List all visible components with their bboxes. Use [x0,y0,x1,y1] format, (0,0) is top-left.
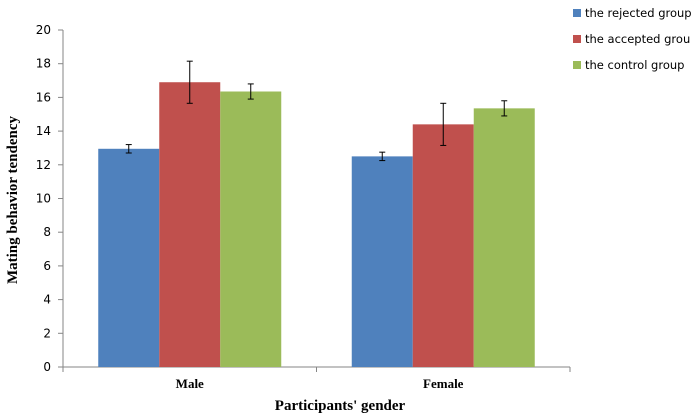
y-tick-label: 14 [36,124,51,138]
bar [473,108,535,367]
y-tick-label: 4 [43,293,51,307]
y-tick-label: 20 [36,23,51,37]
legend-label: the rejected group [585,6,691,20]
bar [159,82,221,368]
y-tick-label: 16 [36,90,51,104]
bars [98,82,535,368]
y-tick-label: 0 [43,360,51,374]
legend: the rejected group the accepted group the … [573,6,691,72]
bar [351,156,413,367]
y-tick-label: 2 [43,326,51,340]
y-axis-title: Mating behavior tendency [5,115,21,284]
legend-label: the accepted group [585,32,691,46]
category-labels: Male Female [176,376,464,391]
y-tick-label: 10 [36,192,51,206]
legend-swatch [573,9,581,17]
y-tick-label: 12 [36,158,51,172]
legend-swatch [573,61,581,69]
y-tick-labels: 0 2 4 6 8 10 12 14 16 18 20 [36,23,51,374]
bar [220,91,282,367]
bar [98,148,160,367]
y-tick-label: 6 [43,259,51,273]
x-axis-title: Participants' gender [275,398,406,414]
legend-label: the control group [585,58,684,72]
y-tick-label: 18 [36,57,51,71]
category-label: Female [423,376,464,391]
category-label: Male [176,376,204,391]
bar [412,124,474,367]
y-tick-label: 8 [43,225,51,239]
legend-swatch [573,35,581,43]
error-bars [125,60,508,162]
